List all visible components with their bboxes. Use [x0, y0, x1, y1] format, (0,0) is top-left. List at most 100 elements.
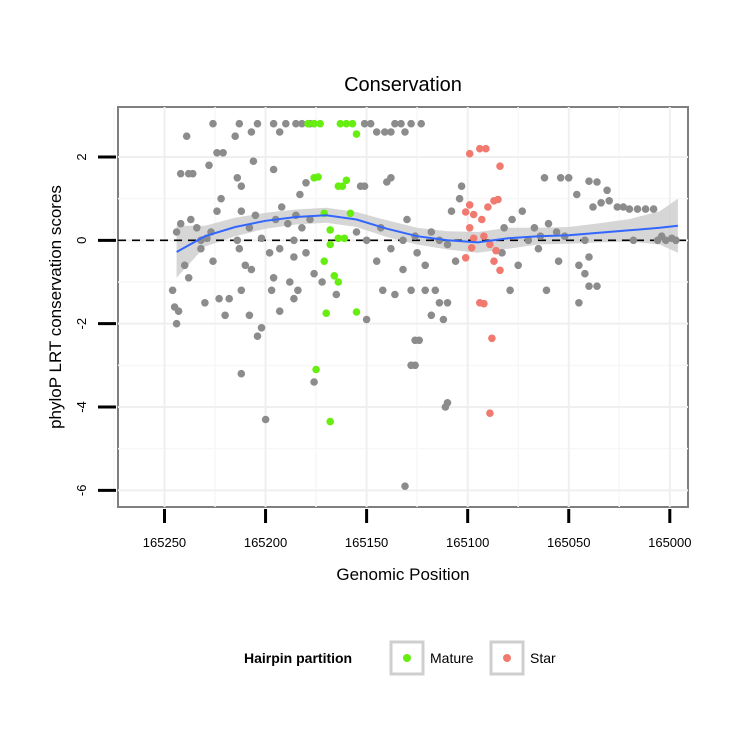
data-point-mature	[322, 309, 331, 318]
data-point-star	[465, 201, 474, 209]
data-point-star	[496, 162, 504, 170]
data-point-star	[478, 215, 486, 224]
data-point-other	[605, 197, 613, 205]
data-point-other	[245, 224, 254, 232]
data-point-other	[231, 132, 239, 140]
legend-mature-marker	[403, 654, 411, 662]
data-point-other	[182, 132, 191, 140]
data-point-other	[205, 161, 213, 170]
data-point-other	[417, 119, 426, 128]
y-tick-label: -2	[74, 318, 89, 330]
legend-label-star: Star	[530, 650, 556, 666]
data-point-other	[225, 294, 233, 303]
data-point-other	[413, 249, 421, 257]
data-point-other	[585, 177, 593, 185]
data-point-other	[189, 169, 197, 178]
legend-label-mature: Mature	[430, 650, 474, 666]
data-point-other	[235, 119, 244, 128]
data-point-other	[176, 219, 185, 228]
data-point-other	[427, 228, 436, 236]
y-axis-title: phyloP LRT conservation scores	[46, 185, 65, 429]
data-point-mature	[334, 278, 343, 286]
data-point-star	[469, 234, 478, 243]
data-point-star	[480, 232, 488, 240]
data-point-other	[265, 249, 274, 257]
data-point-star	[476, 144, 484, 153]
data-point-other	[564, 174, 573, 182]
data-point-other	[310, 269, 318, 278]
data-point-other	[267, 286, 276, 295]
data-point-other	[581, 269, 589, 278]
data-point-other	[625, 205, 634, 213]
data-point-other	[362, 236, 371, 245]
data-point-other	[498, 249, 506, 257]
data-point-other	[302, 249, 310, 257]
data-point-other	[435, 299, 444, 307]
data-point-other	[603, 186, 611, 195]
data-point-other	[530, 224, 539, 232]
data-point-other	[399, 265, 407, 274]
data-point-other	[451, 257, 460, 266]
data-point-other	[379, 286, 387, 295]
data-point-other	[508, 215, 516, 224]
x-tick-label: 165000	[648, 535, 691, 550]
data-point-other	[245, 311, 254, 320]
data-point-other	[401, 482, 409, 491]
data-point-mature	[334, 234, 343, 243]
data-point-other	[290, 294, 298, 303]
x-tick-label: 165150	[345, 535, 388, 550]
data-point-other	[593, 178, 601, 186]
data-point-other	[457, 182, 466, 190]
data-point-other	[407, 119, 415, 128]
data-point-other	[219, 149, 227, 157]
y-tick-label: -4	[74, 401, 89, 413]
data-point-other	[277, 203, 286, 211]
data-point-other	[455, 194, 464, 203]
smooth-line-layer	[176, 214, 679, 253]
data-point-other	[641, 205, 650, 213]
data-point-other	[172, 319, 181, 328]
data-point-other	[269, 165, 278, 174]
data-point-mature	[330, 272, 339, 280]
data-point-other	[360, 182, 369, 190]
data-point-other	[290, 236, 298, 245]
x-axis: 165250 165200 165150 165100 165050 165000	[143, 509, 692, 550]
data-point-star	[496, 266, 504, 275]
data-point-other	[298, 119, 306, 128]
data-point-other	[443, 240, 452, 249]
smooth-fit-line	[176, 214, 679, 253]
data-point-other	[672, 236, 680, 245]
data-point-star	[482, 144, 490, 153]
data-point-other	[197, 244, 205, 253]
data-point-other	[387, 128, 395, 136]
data-point-other	[235, 244, 244, 253]
data-point-mature	[346, 209, 355, 218]
data-point-other	[411, 361, 419, 370]
data-point-other	[221, 311, 229, 320]
data-point-other	[261, 415, 270, 424]
data-point-other	[247, 128, 256, 136]
data-point-other	[237, 369, 246, 378]
data-point-other	[275, 307, 284, 316]
data-point-other	[310, 378, 318, 386]
data-point-star	[469, 210, 478, 219]
data-point-other	[366, 119, 375, 128]
data-point-other	[585, 253, 593, 261]
data-point-other	[575, 261, 583, 270]
data-point-other	[233, 236, 242, 245]
x-tick-label: 165050	[547, 535, 590, 550]
data-point-other	[187, 215, 195, 224]
data-point-other	[439, 315, 448, 324]
legend: Hairpin partition Mature Star	[244, 640, 556, 676]
data-point-star	[461, 253, 470, 262]
data-point-other	[241, 261, 250, 270]
data-point-mature	[304, 119, 312, 128]
data-point-other	[292, 119, 300, 128]
data-point-other	[552, 228, 561, 236]
data-point-other	[443, 299, 452, 307]
data-point-star	[465, 224, 474, 232]
data-point-other	[593, 282, 601, 291]
data-point-mature	[316, 119, 324, 128]
data-point-other	[542, 286, 551, 295]
